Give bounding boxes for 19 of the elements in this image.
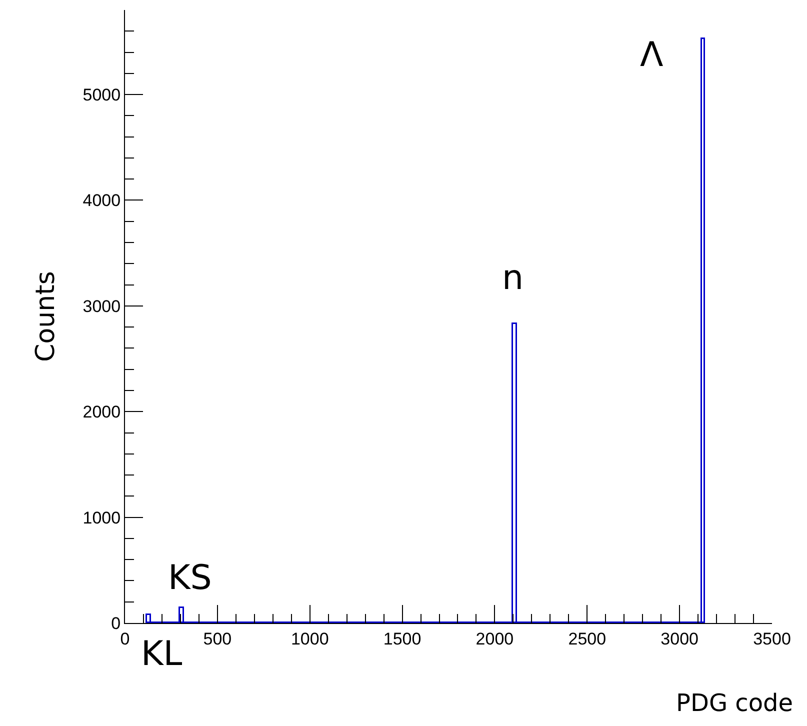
x-tick-label: 1500	[383, 629, 422, 648]
y-tick-label: 1000	[82, 508, 121, 528]
annotation: Λ	[640, 35, 664, 75]
x-tick-label: 1000	[290, 629, 329, 648]
text: KL	[141, 634, 182, 674]
x-tick-label: 500	[203, 629, 232, 648]
y-tick-label: 2000	[82, 402, 121, 422]
x-tick-label: 2500	[568, 629, 606, 648]
annotation: KS	[168, 558, 212, 598]
y-tick-label: 5000	[82, 86, 121, 104]
x-tick-label: 2000	[476, 629, 514, 648]
y-axis-title: Counts	[31, 271, 62, 362]
y-tick-label: 3000	[82, 296, 121, 316]
x-tick-label: 3500	[753, 629, 791, 648]
x-axis-title: PDG code	[676, 689, 794, 717]
y-tick-label: 0	[111, 614, 121, 633]
annotation: n	[502, 258, 524, 298]
y-tick-label: 4000	[82, 191, 121, 210]
x-tick-label: 3000	[660, 629, 698, 648]
